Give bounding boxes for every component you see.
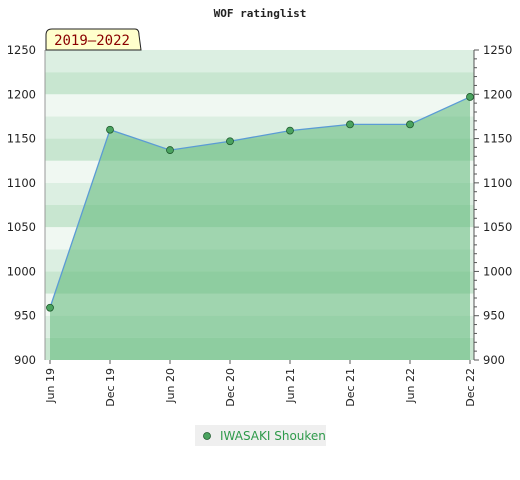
x-tick-label: Jun 21 [284, 368, 297, 404]
x-tick-label: Dec 21 [344, 368, 357, 407]
series-area [50, 96, 470, 360]
area-layer [49, 96, 471, 360]
chart-title: WOF ratinglist [214, 7, 307, 20]
y-tick-label-left: 1200 [7, 87, 36, 101]
y-tick-label-left: 1250 [7, 43, 36, 57]
x-tick-label: Dec 22 [464, 368, 477, 407]
legend-label: IWASAKI Shouken [220, 429, 326, 443]
y-tick-label-right: 950 [483, 309, 505, 323]
legend-marker [203, 432, 211, 440]
y-tick-label-left: 950 [14, 309, 36, 323]
x-axis: Jun 19 Dec 19 Jun 20 Dec 20 Jun 21 Dec 21 Jun … [44, 360, 477, 407]
data-point[interactable] [286, 126, 294, 135]
y-tick-label-right: 1050 [483, 220, 512, 234]
data-point[interactable] [406, 120, 414, 129]
y-tick-label-left: 1150 [7, 132, 36, 146]
y-tick-label-left: 1000 [7, 264, 36, 278]
x-tick-label: Jun 19 [44, 368, 57, 404]
data-point[interactable] [346, 120, 354, 129]
y-tick-label-left: 1100 [7, 176, 36, 190]
y-tick-label-right: 900 [483, 353, 505, 367]
x-tick-label: Jun 20 [164, 368, 177, 404]
y-axis-right: 900 950 1000 1050 1100 1150 1200 1250 [473, 43, 512, 367]
y-tick-label-right: 1100 [483, 176, 512, 190]
series-line [49, 96, 471, 308]
y-tick-label-right: 1000 [483, 264, 512, 278]
x-tick-label: Dec 20 [224, 368, 237, 407]
y-tick-label-left: 900 [14, 353, 36, 367]
period-badge-text: 2019–2022 [54, 33, 130, 49]
grid-band [45, 72, 474, 95]
x-tick-label: Jun 22 [404, 368, 417, 404]
data-point[interactable] [226, 137, 234, 146]
data-point[interactable] [46, 303, 54, 312]
y-tick-label-right: 1150 [483, 132, 512, 146]
y-axis-left: 900 950 1000 1050 1100 1150 1200 1250 [7, 43, 46, 367]
data-markers [46, 93, 474, 312]
x-tick-label: Dec 19 [104, 368, 117, 407]
legend[interactable]: IWASAKI Shouken [195, 425, 326, 446]
grid-band [45, 50, 474, 73]
data-point[interactable] [466, 93, 474, 101]
y-tick-label-right: 1250 [483, 43, 512, 57]
grid-band [45, 94, 474, 117]
y-tick-label-left: 1050 [7, 220, 36, 234]
y-tick-label-right: 1200 [483, 87, 512, 101]
data-point[interactable] [106, 125, 114, 134]
data-point[interactable] [166, 146, 174, 154]
period-badge: 2019–2022 [45, 28, 142, 51]
